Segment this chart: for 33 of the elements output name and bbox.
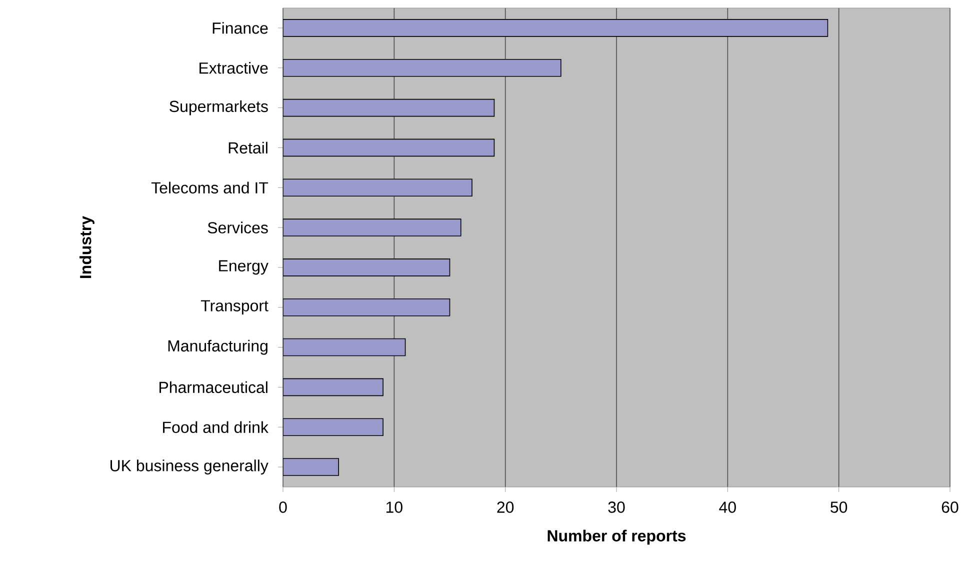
bar bbox=[283, 418, 384, 436]
x-tick-label: 40 bbox=[719, 502, 736, 513]
bar bbox=[283, 338, 406, 356]
bar bbox=[283, 298, 450, 316]
bar bbox=[283, 378, 384, 396]
y-axis-title: Industry bbox=[80, 216, 94, 278]
y-tick-label: Services bbox=[208, 222, 268, 234]
bar bbox=[283, 58, 562, 77]
x-tick-label: 50 bbox=[830, 502, 848, 513]
y-tick-label: Transport bbox=[200, 300, 268, 315]
x-tick-label: 0 bbox=[279, 502, 287, 513]
y-tick-label: Retail bbox=[228, 142, 268, 154]
bar bbox=[283, 178, 472, 197]
y-tick-label: UK business generally bbox=[110, 460, 268, 474]
bar bbox=[283, 258, 450, 276]
y-tick-label: Pharmaceutical bbox=[160, 381, 268, 394]
x-tick-label: 60 bbox=[942, 502, 958, 513]
y-tick-label: Telecoms and IT bbox=[151, 182, 268, 194]
y-tick-label: Energy bbox=[219, 260, 268, 275]
x-axis-title: Number of reports bbox=[548, 530, 686, 545]
x-tick-label: 20 bbox=[497, 502, 514, 513]
bar bbox=[283, 98, 495, 117]
y-tick-label: Manufacturing bbox=[168, 340, 268, 355]
bar bbox=[283, 218, 462, 236]
bar bbox=[283, 138, 495, 157]
x-tick-label: 10 bbox=[386, 502, 402, 513]
y-tick-label: Food and drink bbox=[163, 421, 268, 433]
x-tick-label: 30 bbox=[608, 502, 625, 513]
y-tick-label: Supermarkets bbox=[170, 100, 268, 116]
bar bbox=[283, 19, 828, 37]
bar bbox=[283, 458, 339, 476]
y-tick-label: Finance bbox=[212, 22, 268, 34]
y-tick-label: Extractive bbox=[200, 62, 268, 74]
